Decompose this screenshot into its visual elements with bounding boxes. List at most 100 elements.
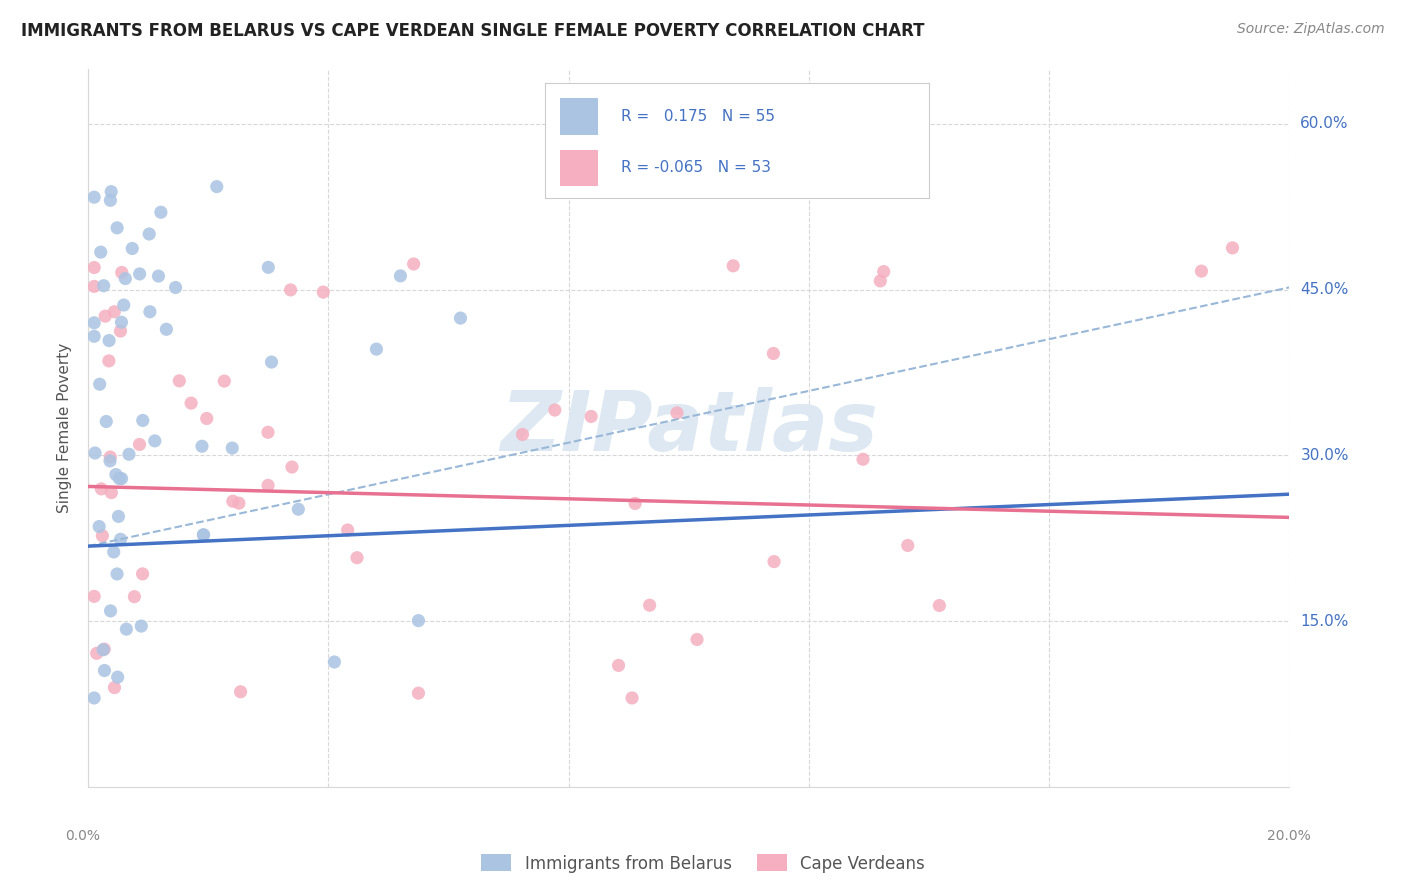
Point <box>873 264 896 278</box>
Point <box>869 274 891 288</box>
Point <box>103 681 125 695</box>
Point <box>165 280 187 294</box>
Point <box>257 478 280 492</box>
Point <box>128 267 150 281</box>
Point <box>260 355 283 369</box>
Point <box>408 614 430 628</box>
Point <box>763 555 786 569</box>
Point <box>257 260 280 275</box>
Point <box>90 245 112 260</box>
Point <box>91 529 114 543</box>
Point <box>105 220 128 235</box>
Point <box>138 227 160 241</box>
Point <box>257 425 280 440</box>
Point <box>928 599 950 613</box>
Point <box>110 471 132 485</box>
Point <box>450 311 472 326</box>
Point <box>721 259 744 273</box>
Point <box>191 439 214 453</box>
Point <box>195 411 218 425</box>
Point <box>100 604 122 618</box>
Text: 45.0%: 45.0% <box>1301 282 1348 297</box>
Point <box>665 406 688 420</box>
Point <box>512 427 534 442</box>
Point <box>762 346 785 360</box>
Point <box>579 409 602 424</box>
Point <box>93 278 115 293</box>
Point <box>124 590 146 604</box>
Point <box>193 528 215 542</box>
Point <box>323 655 346 669</box>
Point <box>228 496 250 510</box>
Text: 30.0%: 30.0% <box>1301 448 1348 463</box>
Point <box>408 686 430 700</box>
Point <box>89 377 111 392</box>
Y-axis label: Single Female Poverty: Single Female Poverty <box>58 343 72 513</box>
Point <box>97 354 120 368</box>
Point <box>112 298 135 312</box>
Point <box>280 283 302 297</box>
Point <box>193 528 215 542</box>
Point <box>103 305 125 319</box>
Text: 0.0%: 0.0% <box>65 830 100 843</box>
Point <box>100 185 122 199</box>
Point <box>214 374 236 388</box>
Point <box>1222 241 1244 255</box>
Point <box>180 396 202 410</box>
Point <box>229 685 252 699</box>
Point <box>624 496 647 510</box>
Point <box>83 190 105 204</box>
Point <box>366 342 388 356</box>
Point <box>621 690 644 705</box>
Point <box>108 471 131 485</box>
Point <box>84 446 107 460</box>
Point <box>107 670 129 684</box>
Point <box>897 539 920 553</box>
Point <box>205 179 228 194</box>
Point <box>107 509 129 524</box>
Point <box>169 374 191 388</box>
Legend: Immigrants from Belarus, Cape Verdeans: Immigrants from Belarus, Cape Verdeans <box>475 847 931 880</box>
Point <box>115 622 138 636</box>
Point <box>132 413 155 427</box>
Point <box>104 467 127 482</box>
Point <box>83 316 105 330</box>
Point <box>638 598 661 612</box>
Point <box>118 447 141 461</box>
Text: Source: ZipAtlas.com: Source: ZipAtlas.com <box>1237 22 1385 37</box>
Point <box>96 415 118 429</box>
Point <box>114 271 136 285</box>
Point <box>90 482 112 496</box>
Text: ZIPatlas: ZIPatlas <box>499 387 877 468</box>
Point <box>89 519 111 533</box>
Point <box>402 257 425 271</box>
Point <box>110 315 132 329</box>
Point <box>852 452 875 467</box>
Text: 60.0%: 60.0% <box>1301 116 1348 131</box>
Point <box>98 334 121 348</box>
Point <box>110 533 132 547</box>
Point <box>346 550 368 565</box>
Text: IMMIGRANTS FROM BELARUS VS CAPE VERDEAN SINGLE FEMALE POVERTY CORRELATION CHART: IMMIGRANTS FROM BELARUS VS CAPE VERDEAN … <box>21 22 925 40</box>
Point <box>93 642 115 657</box>
Point <box>336 523 359 537</box>
Point <box>281 460 304 475</box>
Point <box>83 329 105 343</box>
Point <box>131 566 153 581</box>
Point <box>83 260 105 275</box>
Point <box>139 305 162 319</box>
Point <box>1189 264 1212 278</box>
Point <box>111 265 134 279</box>
Point <box>148 269 170 284</box>
Point <box>83 590 105 604</box>
Point <box>155 322 177 336</box>
Point <box>94 309 117 323</box>
Point <box>149 205 172 219</box>
Point <box>129 619 152 633</box>
Point <box>93 664 115 678</box>
Point <box>221 441 243 455</box>
Point <box>544 403 567 417</box>
Point <box>110 324 132 338</box>
Point <box>83 279 105 293</box>
Point <box>389 268 412 283</box>
